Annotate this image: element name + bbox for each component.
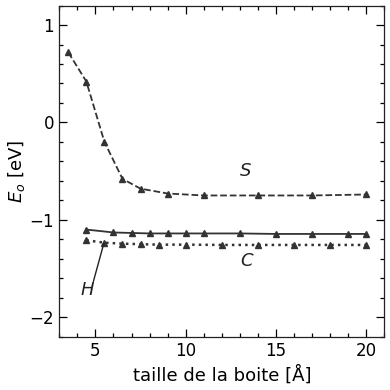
Text: H: H <box>80 281 94 299</box>
Text: C: C <box>240 252 253 270</box>
X-axis label: taille de la boite [Å]: taille de la boite [Å] <box>133 365 311 385</box>
Y-axis label: $E_o$ [eV]: $E_o$ [eV] <box>5 140 27 203</box>
Text: S: S <box>240 162 251 180</box>
